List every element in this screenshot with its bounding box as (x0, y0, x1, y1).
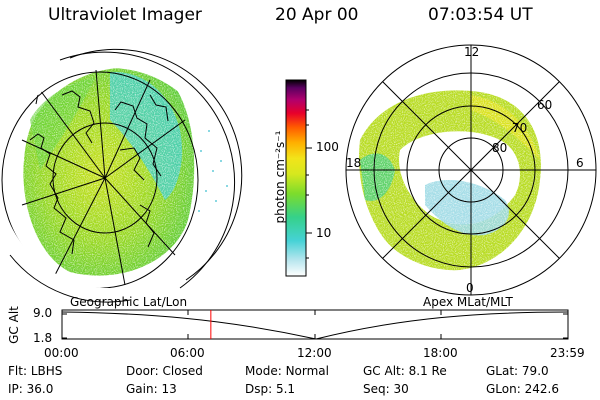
ip-label: IP: (8, 382, 23, 396)
filter-label: Flt: (8, 364, 27, 378)
lat-lon-grid (1, 69, 199, 288)
dsp-value: 5.1 (275, 382, 296, 396)
apex-polar-map (345, 44, 597, 296)
glon-field: GLon: 242.6 (486, 382, 559, 396)
mode-value: Normal (285, 364, 329, 378)
instrument-title: Ultraviolet Imager (48, 5, 202, 25)
mlt-label-18: 18 (346, 156, 362, 170)
colorbar-gradient (285, 79, 307, 277)
ip-value: 36.0 (26, 382, 54, 396)
filter-field: Flt: LBHS (8, 364, 62, 378)
gc-alt-field: GC Alt: 8.1 Re (363, 364, 447, 378)
timeline-xtick-1200: 12:00 (297, 346, 332, 360)
timeline-ticks (61, 310, 569, 339)
glat-label: GLat: (486, 364, 519, 378)
mode-label: Mode: (245, 364, 282, 378)
colorbar (285, 79, 312, 277)
glat-value: 79.0 (521, 364, 549, 378)
seq-value: 30 (393, 382, 409, 396)
timeline-ytick-top: 9.0 (33, 306, 53, 320)
globe-limb (9, 48, 243, 303)
gc-alt-value: 8.1 Re (408, 364, 447, 378)
mlt-label-0: 0 (466, 281, 474, 295)
mlt-label-12: 12 (464, 45, 480, 59)
geographic-map (1, 48, 243, 303)
seq-label: Seq: (363, 382, 390, 396)
glon-value: 242.6 (524, 382, 559, 396)
colorbar-tick-100: 100 (316, 140, 339, 154)
timeline-xtick-1800: 18:00 (423, 346, 458, 360)
altitude-timeline (61, 309, 569, 340)
date-label: 20 Apr 00 (275, 5, 359, 25)
mlat-mlt-grid (345, 44, 597, 296)
colorbar-tick-10: 10 (316, 226, 332, 240)
seq-field: Seq: 30 (363, 382, 409, 396)
gc-alt-label: GC Alt: (363, 364, 405, 378)
mlat-label-70: 70 (512, 121, 528, 135)
door-value: Closed (162, 364, 203, 378)
ip-field: IP: 36.0 (8, 382, 53, 396)
glon-label: GLon: (486, 382, 521, 396)
door-field: Door: Closed (126, 364, 203, 378)
mlt-label-6: 6 (576, 156, 584, 170)
timeline-xtick-0000: 00:00 (44, 346, 79, 360)
timeline-axis-label: GC Alt (7, 306, 21, 344)
timeline-xtick-2359: 23:59 (550, 346, 585, 360)
filter-value: LBHS (30, 364, 63, 378)
mlat-label-60: 60 (537, 98, 553, 112)
gain-field: Gain: 13 (126, 382, 177, 396)
dsp-field: Dsp: 5.1 (245, 382, 295, 396)
timeline-ytick-bottom: 1.8 (33, 331, 53, 345)
colorbar-unit-label: photon cm⁻²s⁻¹ (273, 130, 287, 224)
time-label: 07:03:54 UT (428, 5, 533, 25)
door-label: Door: (126, 364, 159, 378)
altitude-curve (61, 311, 569, 340)
mlat-label-80: 80 (492, 141, 508, 155)
geographic-caption: Geographic Lat/Lon (70, 295, 188, 309)
apex-caption: Apex MLat/MLT (423, 295, 513, 309)
timeline-xtick-0600: 06:00 (170, 346, 205, 360)
gain-label: Gain: (126, 382, 158, 396)
glat-field: GLat: 79.0 (486, 364, 549, 378)
dsp-label: Dsp: (245, 382, 273, 396)
gain-value: 13 (161, 382, 177, 396)
scatter-noise (198, 130, 228, 212)
mode-field: Mode: Normal (245, 364, 329, 378)
